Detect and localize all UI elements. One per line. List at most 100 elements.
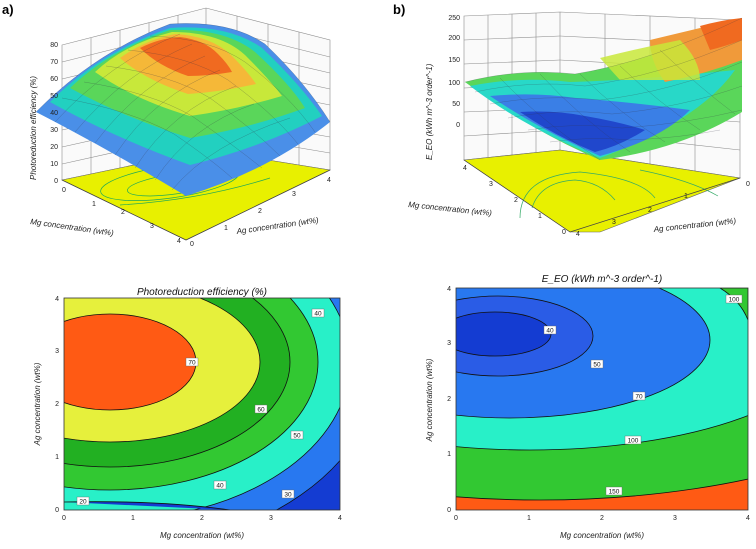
surface-a-xticks-tick: 2 — [121, 209, 125, 216]
surface-a-zticks-tick: 10 — [50, 161, 58, 168]
surface-b-floor-contours — [519, 169, 719, 219]
surface-a-yticks-tick: 2 — [258, 208, 262, 215]
contour-a-labels-mark — [311, 308, 325, 318]
surface-a-mesh-mark — [134, 85, 237, 169]
contour-b-xticks: 0 1 2 3 4 — [454, 515, 750, 522]
surface-b-mesh-mark — [579, 73, 666, 143]
surface-a-zlabel: Photoreduction efficiency (%) — [29, 76, 38, 180]
contour-b-xlabel: Mg concentration (wt%) — [560, 531, 644, 540]
contour-a-yticks-tick: 3 — [55, 348, 59, 355]
contour-a-label: 50 — [293, 433, 301, 440]
surface-b-zticks: 0 50 100 150 200 250 — [448, 15, 460, 129]
surface-b-zticks-tick: 50 — [452, 101, 460, 108]
contour-b-yticks: 0 1 2 3 4 — [447, 286, 451, 514]
contour-b-labels-mark — [590, 359, 604, 369]
surface-b-axes — [463, 159, 741, 233]
contour-a-title: Photoreduction efficiency (%) — [137, 287, 267, 298]
surface-b-mesh-mark — [549, 129, 721, 143]
surface-a-zticks-tick: 50 — [50, 93, 58, 100]
surface-a-xticks-tick: 4 — [177, 238, 181, 245]
contour-a-labels-mark — [76, 496, 90, 506]
contour-a-label: 40 — [314, 311, 322, 318]
surface-a-mesh-mark — [94, 55, 206, 144]
contour-b-frame — [455, 287, 749, 511]
surface-b-xticks: 4 3 2 1 0 — [576, 181, 750, 238]
surface-a-zticks-tick: 30 — [50, 127, 58, 134]
surface-a-floor-contours-mark — [119, 177, 271, 206]
surface-a-axes — [61, 169, 331, 241]
contour-b-title: E_EO (kWh m^-3 order^-1) — [542, 274, 663, 285]
surface-b-mesh-mark — [499, 77, 601, 161]
contour-b-label: 100 — [628, 438, 639, 445]
surface-a-mesh-mark — [35, 23, 171, 113]
surface-a-zticks-tick: 60 — [50, 76, 58, 83]
surface-b-mesh-mark — [520, 111, 645, 152]
contour-b-yticks-tick: 2 — [447, 396, 451, 403]
contour-a-yticks: 0 1 2 3 4 — [55, 296, 59, 514]
contour-a-yticks-tick: 2 — [55, 401, 59, 408]
surface-a-axes-mark — [185, 169, 331, 241]
contour-b-label: 70 — [635, 394, 643, 401]
surface-b-floor-contours-mark — [531, 179, 616, 209]
surface-b-yticks-tick: 4 — [463, 165, 467, 172]
contour-a-labels-mark — [185, 357, 199, 367]
surface-b-yticks: 4 3 2 1 0 — [463, 165, 566, 236]
contour-a-labels-mark — [213, 480, 227, 490]
surface-b-axes-mark — [569, 177, 741, 233]
contour-b-label: 100 — [729, 297, 740, 304]
contour-b-labels-mark — [725, 294, 743, 304]
surface-b-mesh-mark — [600, 40, 700, 80]
surface-b-mesh-mark — [659, 49, 736, 115]
contour-b-xticks-tick: 2 — [600, 515, 604, 522]
surface-a-yticks-tick: 1 — [224, 225, 228, 232]
contour-a-labels-mark — [281, 489, 295, 499]
surface-a-mesh-mark — [74, 43, 193, 133]
surface-a-xticks-tick: 0 — [62, 187, 66, 194]
contour-b-xticks-tick: 0 — [454, 515, 458, 522]
surface-b-floor-contours-mark — [639, 169, 719, 197]
surface-a-zticks-tick: 40 — [50, 110, 58, 117]
contour-a-label: 60 — [257, 407, 265, 414]
surface-a-mesh-mark — [105, 65, 281, 157]
surface-a-mesh-mark — [61, 97, 233, 179]
surface-b-zticks-tick: 100 — [448, 80, 460, 87]
surface-a-ylabel: Ag concentration (wt%) — [235, 216, 319, 237]
contour-a-label: 20 — [79, 499, 87, 506]
surface-b-mesh-mark — [474, 39, 743, 93]
surface-a-xticks-tick: 1 — [92, 201, 96, 208]
surface-b-mesh-mark — [619, 65, 701, 131]
surface-b-zticks-tick: 250 — [448, 15, 460, 22]
contour-a-labels-mark — [254, 404, 268, 414]
contour-a-band-red — [64, 313, 197, 411]
surface-b-mesh-mark — [539, 73, 631, 153]
surface-a-mesh-mark — [54, 33, 181, 123]
surface-a-mesh-mark — [154, 103, 255, 181]
contour-a-xticks-tick: 1 — [131, 515, 135, 522]
surface-b-xticks-tick: 4 — [576, 231, 580, 238]
contour-b: E_EO (kWh m^-3 order^-1) 40 50 70 100 10… — [425, 274, 750, 540]
contour-a-xticks-tick: 0 — [62, 515, 66, 522]
surface-b-zticks-tick: 200 — [448, 35, 460, 42]
surface-b-mesh — [464, 17, 743, 161]
contour-a-labels: 70 60 50 40 40 30 20 — [76, 308, 325, 506]
surface-a: 0 10 20 30 40 50 60 70 80 Photoreduction… — [29, 7, 331, 248]
surface-a-zticks-tick: 80 — [50, 42, 58, 49]
contour-a-label: 70 — [188, 360, 196, 367]
surface-a-xticks: 0 1 2 3 4 — [62, 187, 181, 245]
surface-a-zticks: 0 10 20 30 40 50 60 70 80 — [50, 42, 58, 185]
surface-b-xticks-tick: 3 — [612, 219, 616, 226]
surface-a-mesh-mark — [169, 23, 331, 123]
contour-b-labels-mark — [605, 486, 623, 496]
surface-a-yticks-tick: 0 — [190, 241, 194, 248]
surface-b-zticks-tick: 150 — [448, 57, 460, 64]
surface-b-floor-contours-mark — [519, 171, 656, 219]
surface-a-zticks-tick: 0 — [54, 178, 58, 185]
contour-a-label: 30 — [284, 492, 292, 499]
contour-a-ylabel: Ag concentration (wt%) — [33, 362, 42, 446]
surface-a-yticks: 0 1 2 3 4 — [190, 177, 331, 248]
surface-b-zticks-tick: 0 — [456, 122, 460, 129]
surface-a-yticks-tick: 4 — [327, 177, 331, 184]
surface-a-axes-mark — [61, 179, 187, 241]
surface-b-yticks-tick: 3 — [489, 181, 493, 188]
surface-a-mesh-mark — [149, 35, 316, 133]
